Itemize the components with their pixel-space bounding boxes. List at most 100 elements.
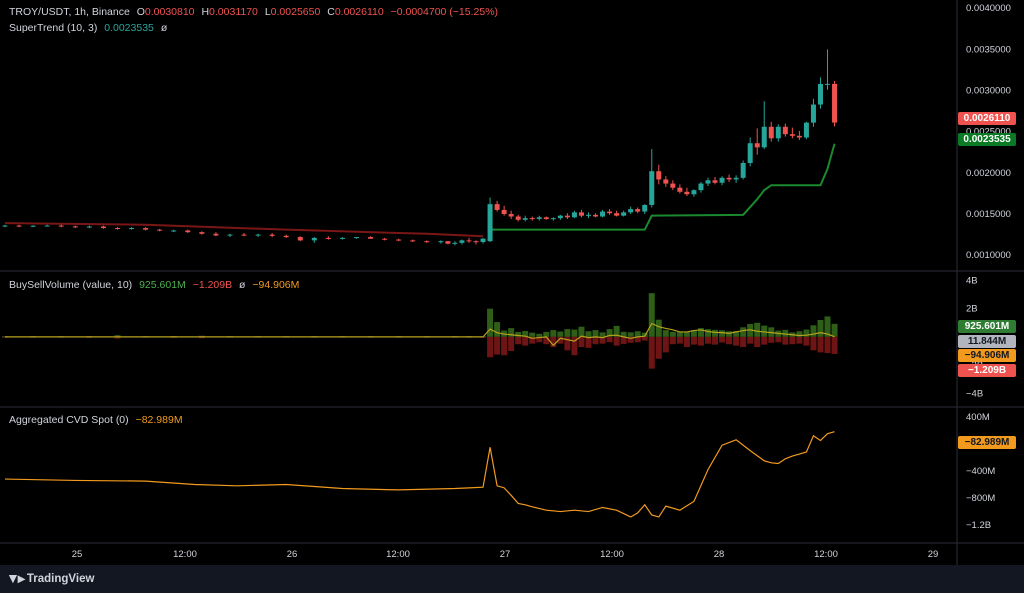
sell-volume-bar xyxy=(740,336,747,348)
sell-volume-bar xyxy=(487,336,494,358)
sell-volume-bar xyxy=(676,336,683,344)
candle-body xyxy=(445,241,451,244)
candle-body xyxy=(100,226,106,229)
candle-body xyxy=(593,214,599,217)
tradingview-logo[interactable]: ▼▸ TradingView xyxy=(6,570,94,587)
settings-icon[interactable]: ø xyxy=(160,22,168,34)
price-axis-tick: 0.0015000 xyxy=(966,209,1011,220)
buy-volume-bar xyxy=(578,326,585,337)
buy-volume-bar xyxy=(662,330,669,337)
supertrend-label[interactable]: SuperTrend (10, 3) xyxy=(9,22,98,34)
bsv-legend: BuySellVolume (value, 10) 925.601M −1.20… xyxy=(9,279,303,291)
sell-volume-bar xyxy=(726,336,733,345)
bsv-delta-tag: −94.906M xyxy=(958,349,1016,362)
sell-volume-bar xyxy=(789,336,796,345)
candle-body xyxy=(473,241,479,243)
bsv-settings-icon[interactable]: ø xyxy=(239,279,246,291)
sell-volume-bar xyxy=(564,336,571,351)
candle-body xyxy=(129,228,135,230)
sell-volume-bar xyxy=(733,336,740,346)
sell-volume-bar xyxy=(747,336,754,344)
candle-body xyxy=(529,218,535,220)
candle-body xyxy=(297,237,303,241)
sell-volume-bar xyxy=(620,336,627,344)
candle-body xyxy=(642,204,648,212)
candle-body xyxy=(171,230,177,232)
candle-body xyxy=(832,83,838,123)
buy-volume-bar xyxy=(515,331,522,337)
buy-volume-bar xyxy=(529,332,536,337)
cvd-legend: Aggregated CVD Spot (0) −82.989M xyxy=(9,414,187,426)
cvd-value: −82.989M xyxy=(135,414,183,426)
buy-volume-bar xyxy=(571,329,578,337)
buy-volume-bar xyxy=(508,328,515,337)
buy-volume-bar xyxy=(740,327,747,337)
sell-volume-bar xyxy=(817,336,824,353)
buy-volume-bar xyxy=(817,319,824,337)
candle-body xyxy=(143,228,149,230)
sell-volume-bar xyxy=(719,336,726,343)
buy-volume-bar xyxy=(564,329,571,337)
price-axis-tick: 0.0030000 xyxy=(966,86,1011,97)
sell-volume-bar xyxy=(606,336,613,343)
sell-volume-bar xyxy=(641,336,648,341)
cvd-axis-tick: −400M xyxy=(966,466,995,477)
candle-body xyxy=(269,234,275,236)
candle-body xyxy=(424,241,430,243)
buy-volume-bar xyxy=(690,330,697,337)
buy-volume-bar xyxy=(648,293,655,337)
candle-body xyxy=(114,228,120,230)
supertrend-value: 0.0023535 xyxy=(104,22,154,34)
bsv-delta-value: −94.906M xyxy=(252,279,300,291)
bsv-label[interactable]: BuySellVolume (value, 10) xyxy=(9,279,133,291)
sell-volume-bar xyxy=(824,336,831,354)
buy-volume-bar xyxy=(494,322,501,337)
cvd-label[interactable]: Aggregated CVD Spot (0) xyxy=(9,414,129,426)
sell-volume-bar xyxy=(761,336,768,345)
buy-volume-bar xyxy=(634,331,641,337)
candle-body xyxy=(564,215,570,218)
cvd-axis-tick: −800M xyxy=(966,493,995,504)
sell-volume-bar xyxy=(803,336,810,346)
time-axis-tick: 26 xyxy=(287,549,298,560)
change-value: −0.0004700 (−15.25%) xyxy=(390,6,499,18)
candle-body xyxy=(325,237,331,239)
price-axis-tick: 0.0025000 xyxy=(966,127,1011,138)
buy-volume-bar xyxy=(712,329,719,337)
supertrend-legend: SuperTrend (10, 3) 0.0023535 ø xyxy=(9,22,171,34)
sell-volume-bar xyxy=(683,336,690,348)
sell-volume-bar xyxy=(550,336,557,348)
bsv-line xyxy=(5,322,835,347)
buy-volume-bar xyxy=(543,331,550,337)
price-axis-tick: 0.0035000 xyxy=(966,44,1011,55)
candle-body xyxy=(656,171,662,180)
candle-body xyxy=(86,226,92,228)
cvd-value-tag: −82.989M xyxy=(958,436,1016,449)
candle-body xyxy=(789,134,795,136)
buy-volume-bar xyxy=(655,319,662,337)
candle-body xyxy=(649,171,655,205)
symbol-label[interactable]: TROY/USDT, 1h, Binance xyxy=(9,6,130,18)
candle-body xyxy=(255,234,261,236)
candle-body xyxy=(719,177,725,183)
buy-volume-bar xyxy=(683,331,690,337)
candle-body xyxy=(438,241,444,243)
candle-body xyxy=(213,233,219,236)
sell-volume-bar xyxy=(655,336,662,359)
buy-volume-bar xyxy=(796,331,803,337)
sell-volume-bar xyxy=(571,336,578,356)
candle-body xyxy=(677,187,683,192)
candle-body xyxy=(607,211,613,214)
sell-volume-bar xyxy=(775,336,782,343)
buy-volume-bar xyxy=(487,308,494,337)
candle-body xyxy=(487,204,493,242)
buy-volume-bar xyxy=(585,331,592,337)
sell-volume-bar xyxy=(585,336,592,348)
buy-volume-bar xyxy=(754,322,761,337)
price-axis-tick: 0.0010000 xyxy=(966,250,1011,261)
buy-volume-bar xyxy=(620,331,627,337)
candle-body xyxy=(775,126,781,139)
candle-body xyxy=(459,240,465,243)
